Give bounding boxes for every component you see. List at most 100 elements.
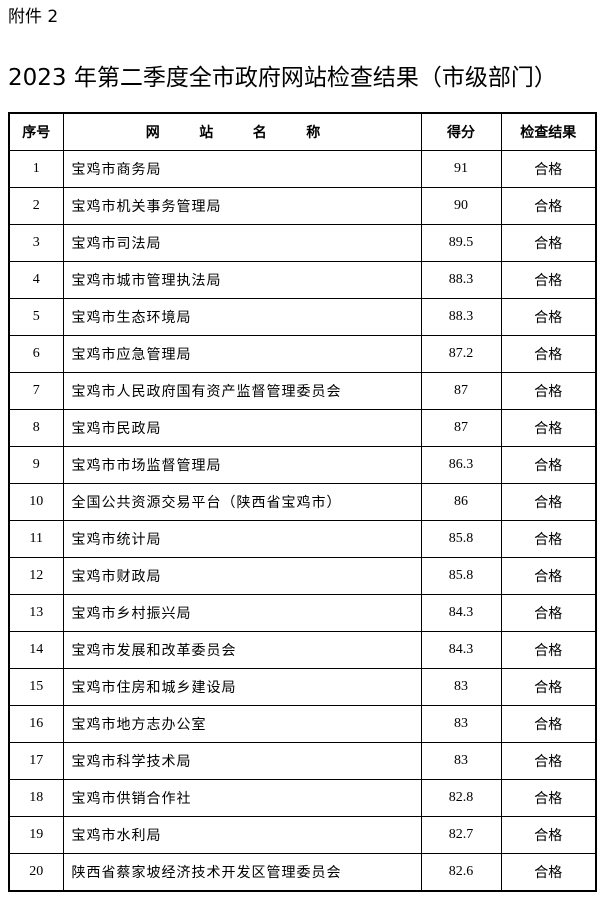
row-number: 1 xyxy=(8,150,64,188)
score: 82.6 xyxy=(420,853,502,892)
attachment-label: 附件 2 xyxy=(8,7,59,27)
table-row: 9 宝鸡市市场监督管理局 86.3 合格 xyxy=(8,446,597,484)
website-name: 宝鸡市住房和城乡建设局 xyxy=(62,668,422,706)
result: 合格 xyxy=(500,779,597,817)
score: 90 xyxy=(420,187,502,225)
row-number: 19 xyxy=(8,816,64,854)
row-number: 15 xyxy=(8,668,64,706)
result: 合格 xyxy=(500,668,597,706)
website-name: 宝鸡市民政局 xyxy=(62,409,422,447)
result: 合格 xyxy=(500,187,597,225)
result: 合格 xyxy=(500,816,597,854)
table-row: 10 全国公共资源交易平台（陕西省宝鸡市） 86 合格 xyxy=(8,483,597,521)
score: 85.8 xyxy=(420,520,502,558)
column-header: 得分 xyxy=(420,112,502,151)
table-row: 7 宝鸡市人民政府国有资产监督管理委员会 87 合格 xyxy=(8,372,597,410)
website-name: 宝鸡市司法局 xyxy=(62,224,422,262)
score: 89.5 xyxy=(420,224,502,262)
table-row: 19 宝鸡市水利局 82.7 合格 xyxy=(8,816,597,854)
website-name: 宝鸡市应急管理局 xyxy=(62,335,422,373)
row-number: 10 xyxy=(8,483,64,521)
score: 88.3 xyxy=(420,261,502,299)
row-number: 7 xyxy=(8,372,64,410)
row-number: 3 xyxy=(8,224,64,262)
row-number: 11 xyxy=(8,520,64,558)
website-name: 宝鸡市财政局 xyxy=(62,557,422,595)
table-row: 1 宝鸡市商务局 91 合格 xyxy=(8,150,597,188)
score: 83 xyxy=(420,742,502,780)
row-number: 12 xyxy=(8,557,64,595)
row-number: 5 xyxy=(8,298,64,336)
score: 82.8 xyxy=(420,779,502,817)
result: 合格 xyxy=(500,298,597,336)
website-name: 宝鸡市商务局 xyxy=(62,150,422,188)
score: 91 xyxy=(420,150,502,188)
table-row: 2 宝鸡市机关事务管理局 90 合格 xyxy=(8,187,597,225)
row-number: 18 xyxy=(8,779,64,817)
website-name: 宝鸡市水利局 xyxy=(62,816,422,854)
score: 82.7 xyxy=(420,816,502,854)
website-name: 宝鸡市机关事务管理局 xyxy=(62,187,422,225)
result: 合格 xyxy=(500,224,597,262)
row-number: 8 xyxy=(8,409,64,447)
row-number: 14 xyxy=(8,631,64,669)
score: 86.3 xyxy=(420,446,502,484)
score: 86 xyxy=(420,483,502,521)
result: 合格 xyxy=(500,520,597,558)
score: 87 xyxy=(420,409,502,447)
score: 85.8 xyxy=(420,557,502,595)
website-name: 宝鸡市地方志办公室 xyxy=(62,705,422,743)
result: 合格 xyxy=(500,557,597,595)
result: 合格 xyxy=(500,594,597,632)
result: 合格 xyxy=(500,409,597,447)
table-row: 14 宝鸡市发展和改革委员会 84.3 合格 xyxy=(8,631,597,669)
score: 83 xyxy=(420,705,502,743)
website-name: 宝鸡市发展和改革委员会 xyxy=(62,631,422,669)
score: 87 xyxy=(420,372,502,410)
score: 87.2 xyxy=(420,335,502,373)
column-header: 序号 xyxy=(8,112,64,151)
website-name: 宝鸡市统计局 xyxy=(62,520,422,558)
website-name: 宝鸡市城市管理执法局 xyxy=(62,261,422,299)
table-row: 4 宝鸡市城市管理执法局 88.3 合格 xyxy=(8,261,597,299)
table-row: 5 宝鸡市生态环境局 88.3 合格 xyxy=(8,298,597,336)
table-row: 11 宝鸡市统计局 85.8 合格 xyxy=(8,520,597,558)
table-row: 18 宝鸡市供销合作社 82.8 合格 xyxy=(8,779,597,817)
row-number: 16 xyxy=(8,705,64,743)
table-row: 6 宝鸡市应急管理局 87.2 合格 xyxy=(8,335,597,373)
website-name: 陕西省蔡家坡经济技术开发区管理委员会 xyxy=(62,853,422,892)
result: 合格 xyxy=(500,705,597,743)
website-name: 宝鸡市市场监督管理局 xyxy=(62,446,422,484)
results-table: 序号网 站 名 称得分 检查结果 1 宝鸡市商务局 91 合格 2 宝鸡市机关事务管理局 90… xyxy=(8,112,597,892)
score: 83 xyxy=(420,668,502,706)
row-number: 9 xyxy=(8,446,64,484)
table-row: 8 宝鸡市民政局 87 合格 xyxy=(8,409,597,447)
document-title: 2023 年第二季度全市政府网站检查结果（市级部门） xyxy=(8,65,557,91)
table-body: 1 宝鸡市商务局 91 合格 2 宝鸡市机关事务管理局 90 合格 3 宝鸡市司法局 89.5 合格 4… xyxy=(8,150,597,892)
result: 合格 xyxy=(500,631,597,669)
website-name: 宝鸡市供销合作社 xyxy=(62,779,422,817)
result: 合格 xyxy=(500,261,597,299)
table-row: 12 宝鸡市财政局 85.8 合格 xyxy=(8,557,597,595)
result: 合格 xyxy=(500,853,597,892)
result: 合格 xyxy=(500,483,597,521)
header-row: 序号网 站 名 称得分 检查结果 xyxy=(8,112,597,151)
table-row: 17 宝鸡市科学技术局 83 合格 xyxy=(8,742,597,780)
table-row: 16 宝鸡市地方志办公室 83 合格 xyxy=(8,705,597,743)
table-row: 13 宝鸡市乡村振兴局 84.3 合格 xyxy=(8,594,597,632)
row-number: 4 xyxy=(8,261,64,299)
table-row: 3 宝鸡市司法局 89.5 合格 xyxy=(8,224,597,262)
row-number: 17 xyxy=(8,742,64,780)
website-name: 宝鸡市乡村振兴局 xyxy=(62,594,422,632)
row-number: 13 xyxy=(8,594,64,632)
website-name: 宝鸡市科学技术局 xyxy=(62,742,422,780)
result: 合格 xyxy=(500,372,597,410)
table-row: 20 陕西省蔡家坡经济技术开发区管理委员会 82.6 合格 xyxy=(8,853,597,892)
result: 合格 xyxy=(500,335,597,373)
result: 合格 xyxy=(500,742,597,780)
website-name: 宝鸡市人民政府国有资产监督管理委员会 xyxy=(62,372,422,410)
score: 88.3 xyxy=(420,298,502,336)
result: 合格 xyxy=(500,150,597,188)
table-row: 15 宝鸡市住房和城乡建设局 83 合格 xyxy=(8,668,597,706)
